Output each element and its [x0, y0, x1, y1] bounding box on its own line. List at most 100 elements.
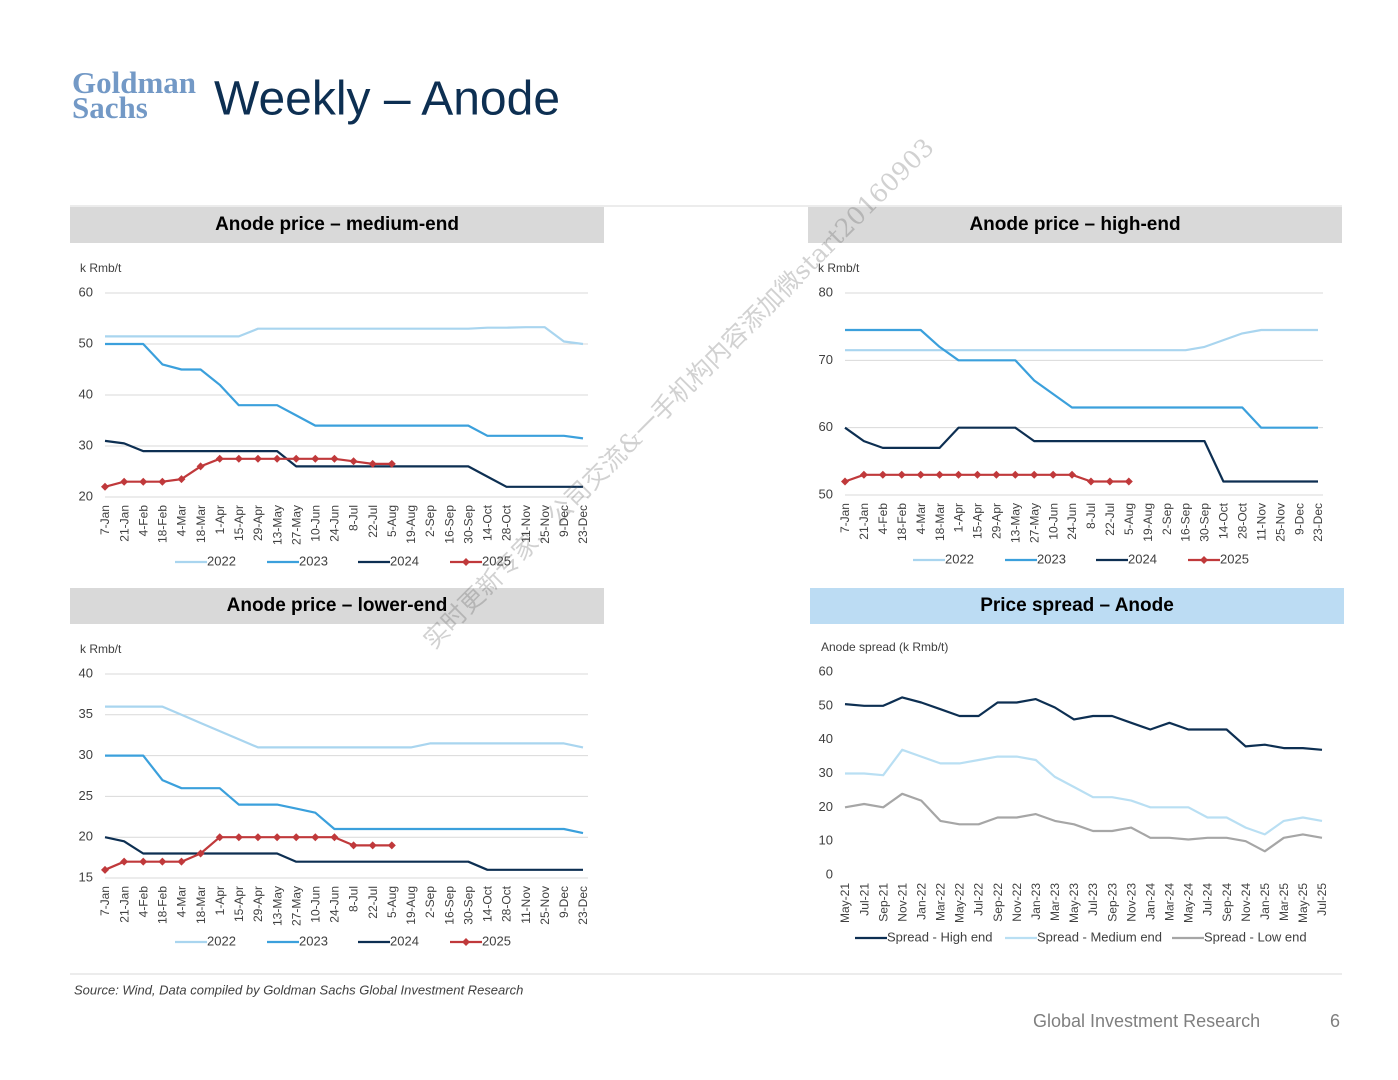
x-tick-label: Nov-24 — [1239, 883, 1253, 922]
point-marker — [897, 470, 906, 479]
x-tick-label: 18-Feb — [156, 886, 170, 924]
x-tick-label: Jul-22 — [972, 883, 986, 916]
y-tick-label: 70 — [819, 352, 833, 367]
series-line — [104, 457, 392, 488]
x-tick-label: 8-Jul — [347, 886, 361, 912]
y-axis-label: k Rmb/t — [80, 642, 122, 656]
x-tick-label: 4-Mar — [914, 503, 928, 534]
x-tick-label: 28-Oct — [500, 885, 514, 922]
x-tick-label: 16-Sep — [1179, 503, 1193, 542]
x-tick-label: 11-Nov — [519, 505, 533, 543]
y-tick-label: 0 — [826, 866, 833, 881]
x-tick-label: 19-Aug — [404, 505, 418, 544]
x-tick-label: 2-Sep — [1160, 503, 1174, 535]
series-line — [105, 754, 584, 835]
point-marker — [215, 454, 224, 463]
legend-label: 2024 — [1128, 551, 1157, 566]
x-tick-label: 5-Aug — [1122, 503, 1136, 535]
x-tick-label: 15-Apr — [971, 503, 985, 539]
x-tick-label: 28-Oct — [500, 504, 514, 541]
point-marker — [935, 470, 944, 479]
x-tick-label: 7-Jan — [838, 503, 852, 533]
x-tick-label: 19-Aug — [404, 886, 418, 925]
x-tick-label: 4-Feb — [876, 503, 890, 535]
x-tick-label: 18-Mar — [194, 886, 208, 924]
x-tick-label: 10-Jun — [308, 886, 322, 923]
series-line — [104, 836, 583, 871]
logo: Sachs — [72, 90, 148, 125]
point-marker — [158, 857, 167, 866]
point-marker — [1086, 477, 1095, 486]
y-tick-label: 20 — [819, 799, 833, 814]
logo: Goldman — [72, 65, 196, 100]
x-tick-label: 2-Sep — [423, 886, 437, 918]
x-tick-label: 18-Mar — [933, 503, 947, 541]
x-tick-label: 21-Jan — [117, 505, 131, 542]
y-tick-label: 60 — [79, 284, 93, 299]
point-marker — [330, 454, 339, 463]
y-axis-label: k Rmb/t — [818, 261, 860, 275]
y-tick-label: 60 — [819, 663, 833, 678]
x-tick-label: 27-May — [289, 505, 303, 545]
x-tick-label: Jan-24 — [1143, 883, 1157, 920]
legend-label: 2022 — [945, 551, 974, 566]
x-tick-label: Mar-23 — [1048, 883, 1062, 921]
y-tick-label: 25 — [79, 788, 93, 803]
point-marker — [120, 857, 129, 866]
x-tick-label: Sep-22 — [991, 883, 1005, 922]
x-tick-label: 25-Nov — [538, 886, 552, 925]
footer: Global Investment Research — [1033, 1011, 1260, 1031]
x-tick-label: 18-Feb — [156, 505, 170, 543]
y-tick-label: 40 — [79, 386, 93, 401]
legend-label: Spread - Medium end — [1037, 929, 1162, 944]
x-tick-label: 30-Sep — [1198, 503, 1212, 542]
x-tick-label: 8-Jul — [1084, 503, 1098, 529]
point-marker — [273, 454, 282, 463]
legend-label: Spread - Low end — [1204, 929, 1307, 944]
x-tick-label: Sep-24 — [1220, 883, 1234, 922]
x-tick-label: 23-Dec — [1311, 503, 1325, 542]
point-marker — [349, 841, 358, 850]
point-marker — [1049, 470, 1058, 479]
x-tick-label: 10-Jun — [1046, 503, 1060, 540]
y-tick-label: 30 — [819, 765, 833, 780]
x-tick-label: Sep-21 — [876, 883, 890, 922]
series-line — [845, 328, 1318, 352]
point-marker — [196, 462, 205, 471]
series-line — [845, 748, 1323, 836]
x-tick-label: Mar-24 — [1163, 883, 1177, 921]
x-tick-label: Jul-23 — [1086, 883, 1100, 916]
y-tick-label: 60 — [819, 419, 833, 434]
x-tick-label: 18-Mar — [194, 505, 208, 543]
x-tick-label: May-23 — [1067, 883, 1081, 923]
y-tick-label: 30 — [79, 747, 93, 762]
point-marker — [215, 833, 224, 842]
x-tick-label: Jul-24 — [1201, 883, 1215, 916]
x-tick-label: 13-May — [270, 505, 284, 545]
x-tick-label: 30-Sep — [461, 886, 475, 925]
point-marker — [368, 841, 377, 850]
point-marker — [139, 857, 148, 866]
x-tick-label: 2-Sep — [423, 505, 437, 537]
point-marker — [992, 470, 1001, 479]
x-tick-label: 15-Apr — [232, 886, 246, 922]
point-marker — [158, 477, 167, 486]
x-tick-label: 25-Nov — [1273, 503, 1287, 542]
y-axis-label: Anode spread (k Rmb/t) — [821, 640, 948, 654]
source: Source: Wind, Data compiled by Goldman S… — [74, 982, 523, 997]
y-tick-label: 40 — [79, 665, 93, 680]
x-tick-label: Jan-25 — [1258, 883, 1272, 920]
point-marker — [292, 833, 301, 842]
point-marker — [387, 459, 396, 468]
slide-title: Weekly – Anode — [214, 73, 560, 126]
x-tick-label: 22-Jul — [1103, 503, 1117, 536]
x-tick-label: 10-Jun — [308, 505, 322, 542]
legend-label: 2023 — [299, 933, 328, 948]
legend-swatch — [1200, 556, 1208, 564]
x-tick-label: 24-Jun — [328, 505, 342, 542]
x-tick-label: May-24 — [1182, 883, 1196, 923]
x-tick-label: Sep-23 — [1105, 883, 1119, 922]
y-tick-label: 20 — [79, 829, 93, 844]
x-tick-label: 27-May — [289, 886, 303, 926]
